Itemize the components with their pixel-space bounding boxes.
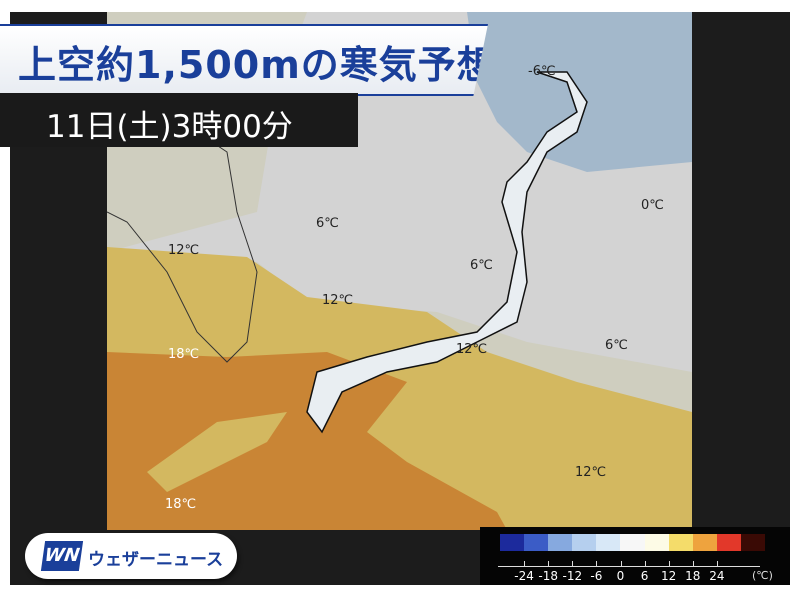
legend-unit: (℃) [752,569,773,582]
weathernews-logo: WN ウェザーニュース [25,533,237,579]
isotherm-label: 0℃ [641,198,664,213]
isotherm-label: 12℃ [456,342,488,357]
isotherm-label: 6℃ [605,338,628,353]
zone-mustard-tongue [147,412,287,492]
brand-name: ウェザーニュース [88,550,224,570]
title-banner: 上空約1,500mの寒気予想 [0,24,488,96]
zone-orange [107,352,507,530]
japan-outline [306,71,588,434]
legend-color-bar [500,534,766,551]
legend-axis [498,566,760,567]
wn-logo-icon: WN [40,541,84,571]
legend-swatch [620,534,645,551]
isotherm-label: 12℃ [575,465,607,480]
legend-tick-label: -6 [590,569,603,583]
page-title: 上空約1,500mの寒気予想 [18,43,496,87]
legend-tick [572,561,574,567]
legend-swatch [644,534,669,551]
legend-tick [596,561,598,567]
legend-tick-label: -18 [538,569,558,583]
legend-tick-label: 6 [640,569,649,583]
legend-tick [524,561,526,567]
legend-swatch [596,534,621,551]
color-legend: -24 -18 -12 -6 0 6 12 18 24 (℃) [480,527,790,585]
legend-tick-label: 18 [685,569,701,583]
datetime-banner: 11日(土)3時00分 [0,93,358,147]
legend-tick [620,561,622,567]
legend-swatch [500,534,525,551]
legend-swatch [740,534,766,551]
legend-swatch [716,534,741,551]
legend-tick [668,561,670,567]
isotherm-label: 12℃ [322,293,354,308]
legend-tick [716,561,718,567]
legend-tick [548,561,550,567]
forecast-datetime: 11日(土)3時00分 [46,109,293,145]
legend-tick-label: -12 [562,569,583,583]
legend-tick-label: 24 [709,569,725,583]
isotherm-label: 6℃ [316,216,339,231]
legend-tick [692,561,694,567]
isotherm-label: 6℃ [470,258,493,273]
isotherm-label: 18℃ [168,347,200,362]
isotherm-label: 12℃ [168,243,200,258]
legend-swatch [572,534,597,551]
legend-tick-label: -24 [514,569,534,583]
legend-tick-label: 0 [616,569,625,583]
legend-swatch [524,534,549,551]
temperature-map [107,12,692,530]
legend-tick-label: 12 [661,569,677,583]
isotherm-label: -6℃ [528,64,556,79]
legend-swatch [548,534,573,551]
legend-tick [644,561,646,567]
isotherm-label: 18℃ [165,497,197,512]
legend-swatch [668,534,693,551]
legend-swatch [692,534,717,551]
